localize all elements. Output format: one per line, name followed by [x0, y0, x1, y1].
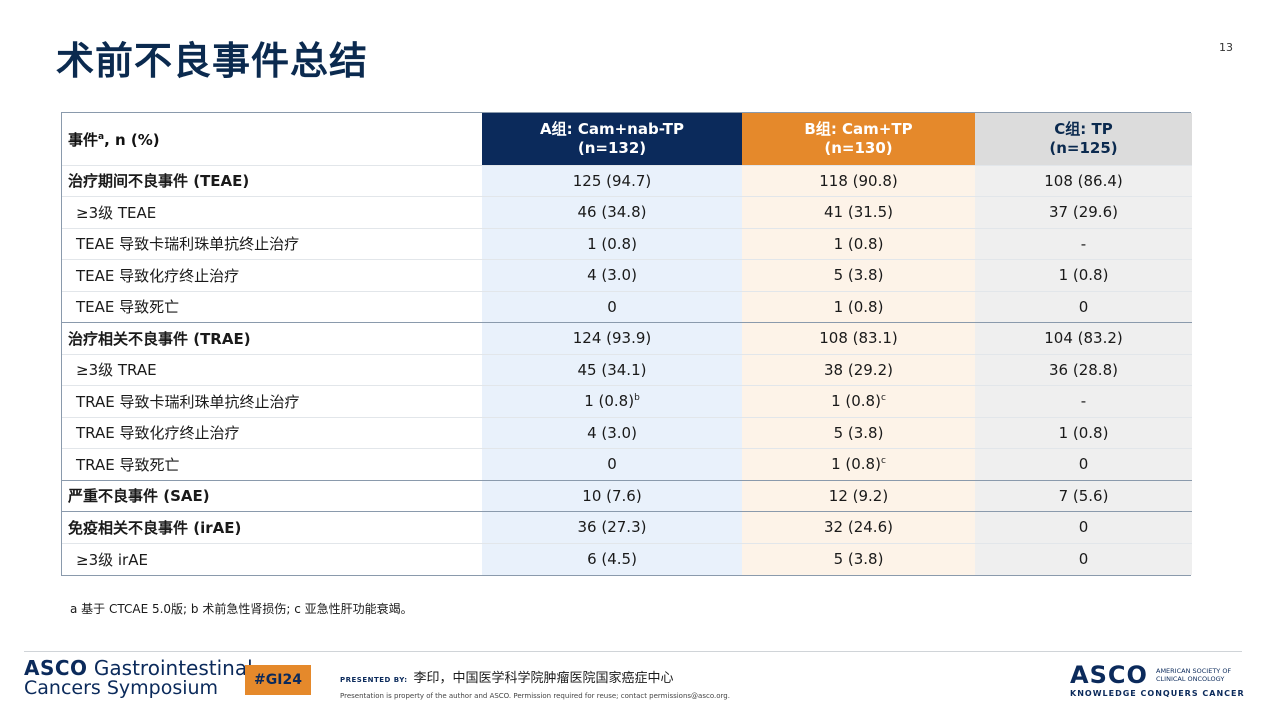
cell-arm-b: 1 (0.8)c — [742, 448, 975, 480]
cell-arm-c: - — [975, 385, 1192, 417]
footnote: a 基于 CTCAE 5.0版; b 术前急性肾损伤; c 亚急性肝功能衰竭。 — [70, 602, 413, 616]
page-number: 13 — [1219, 41, 1233, 54]
cell-arm-b: 32 (24.6) — [742, 511, 975, 543]
cell-arm-a: 10 (7.6) — [482, 479, 742, 512]
table-row: TRAE 导致化疗终止治疗 4 (3.0) 5 (3.8) 1 (0.8) — [62, 416, 1192, 449]
table-row: ≥3级 TEAE 46 (34.8) 41 (31.5) 37 (29.6) — [62, 196, 1192, 228]
table-row: TEAE 导致死亡 0 1 (0.8) 0 — [62, 290, 1192, 323]
cell-arm-b: 1 (0.8) — [742, 290, 975, 323]
table-row: 严重不良事件 (SAE) 10 (7.6) 12 (9.2) 7 (5.6) — [62, 479, 1192, 512]
presenter-name: 李印，中国医学科学院肿瘤医院国家癌症中心 — [413, 671, 674, 686]
header-arm-c: C组: TP (n=125) — [975, 113, 1192, 165]
cell-arm-a: 4 (3.0) — [482, 416, 742, 449]
cell-arm-c: - — [975, 227, 1192, 260]
row-label: TEAE 导致化疗终止治疗 — [62, 259, 482, 291]
cell-arm-c: 1 (0.8) — [975, 259, 1192, 291]
table-row: TRAE 导致死亡 0 1 (0.8)c 0 — [62, 448, 1192, 480]
table-row: TEAE 导致化疗终止治疗 4 (3.0) 5 (3.8) 1 (0.8) — [62, 259, 1192, 291]
row-label: 治疗期间不良事件 (TEAE) — [62, 164, 482, 197]
cell-arm-a: 125 (94.7) — [482, 164, 742, 197]
header-arm-b: B组: Cam+TP (n=130) — [742, 113, 975, 165]
cell-arm-c: 108 (86.4) — [975, 164, 1192, 197]
cell-arm-b: 108 (83.1) — [742, 322, 975, 354]
cell-arm-b: 12 (9.2) — [742, 479, 975, 512]
presented-by-label: PRESENTED BY: — [340, 676, 408, 684]
cell-arm-a: 45 (34.1) — [482, 353, 742, 386]
cell-arm-c: 0 — [975, 511, 1192, 543]
table-header-row: 事件a, n (%) A组: Cam+nab-TP (n=132) B组: Cam… — [62, 113, 1192, 165]
cell-arm-c: 36 (28.8) — [975, 353, 1192, 386]
asco-logo: ASCO AMERICAN SOCIETY OF CLINICAL ONCOLOG… — [1070, 661, 1245, 698]
row-label: TRAE 导致死亡 — [62, 448, 482, 480]
cell-arm-c: 1 (0.8) — [975, 416, 1192, 449]
cell-arm-c: 7 (5.6) — [975, 479, 1192, 512]
cell-arm-b: 41 (31.5) — [742, 196, 975, 228]
row-label: TEAE 导致死亡 — [62, 290, 482, 323]
cell-arm-b: 38 (29.2) — [742, 353, 975, 386]
table-row: ≥3级 irAE 6 (4.5) 5 (3.8) 0 — [62, 542, 1192, 575]
cell-arm-a: 124 (93.9) — [482, 322, 742, 354]
row-label: 免疫相关不良事件 (irAE) — [62, 511, 482, 543]
cell-arm-a: 4 (3.0) — [482, 259, 742, 291]
cell-arm-a: 46 (34.8) — [482, 196, 742, 228]
cell-arm-b: 5 (3.8) — [742, 259, 975, 291]
adverse-events-table: 事件a, n (%) A组: Cam+nab-TP (n=132) B组: Cam… — [61, 112, 1192, 576]
footer-divider — [24, 651, 1242, 652]
row-label: ≥3级 irAE — [62, 542, 482, 575]
cell-arm-c: 104 (83.2) — [975, 322, 1192, 354]
presenter-info: PRESENTED BY: 李印，中国医学科学院肿瘤医院国家癌症中心 Presen… — [340, 667, 730, 700]
row-label: TRAE 导致卡瑞利珠单抗终止治疗 — [62, 385, 482, 417]
table-row: 免疫相关不良事件 (irAE) 36 (27.3) 32 (24.6) 0 — [62, 511, 1192, 543]
cell-arm-a: 0 — [482, 448, 742, 480]
permission-note: Presentation is property of the author a… — [340, 692, 730, 700]
cell-arm-b: 5 (3.8) — [742, 416, 975, 449]
row-label: 严重不良事件 (SAE) — [62, 479, 482, 512]
cell-arm-c: 0 — [975, 448, 1192, 480]
cell-arm-a: 0 — [482, 290, 742, 323]
cell-arm-c: 37 (29.6) — [975, 196, 1192, 228]
row-label: ≥3级 TRAE — [62, 353, 482, 386]
cell-arm-b: 118 (90.8) — [742, 164, 975, 197]
table-row: ≥3级 TRAE 45 (34.1) 38 (29.2) 36 (28.8) — [62, 353, 1192, 386]
cell-arm-a: 6 (4.5) — [482, 542, 742, 575]
row-label: ≥3级 TEAE — [62, 196, 482, 228]
cell-arm-a: 1 (0.8)b — [482, 385, 742, 417]
cell-arm-b: 5 (3.8) — [742, 542, 975, 575]
cell-arm-b: 1 (0.8)c — [742, 385, 975, 417]
cell-arm-b: 1 (0.8) — [742, 227, 975, 260]
hashtag-badge: #GI24 — [245, 665, 311, 695]
row-label: TRAE 导致化疗终止治疗 — [62, 416, 482, 449]
cell-arm-a: 1 (0.8) — [482, 227, 742, 260]
header-event-label: 事件a, n (%) — [62, 113, 482, 165]
row-label: TEAE 导致卡瑞利珠单抗终止治疗 — [62, 227, 482, 260]
row-label: 治疗相关不良事件 (TRAE) — [62, 322, 482, 354]
slide-title: 术前不良事件总结 — [56, 39, 369, 83]
cell-arm-c: 0 — [975, 290, 1192, 323]
gi-symposium-logo: ASCO Gastrointestinal Cancers Symposium — [24, 656, 253, 699]
table-body: 治疗期间不良事件 (TEAE) 125 (94.7) 118 (90.8) 108 (… — [62, 164, 1192, 575]
table-row: TEAE 导致卡瑞利珠单抗终止治疗 1 (0.8) 1 (0.8) - — [62, 227, 1192, 260]
cell-arm-a: 36 (27.3) — [482, 511, 742, 543]
cell-arm-c: 0 — [975, 542, 1192, 575]
header-arm-a: A组: Cam+nab-TP (n=132) — [482, 113, 742, 165]
table-row: 治疗期间不良事件 (TEAE) 125 (94.7) 118 (90.8) 108 (… — [62, 164, 1192, 197]
table-row: 治疗相关不良事件 (TRAE) 124 (93.9) 108 (83.1) 104 (… — [62, 322, 1192, 354]
table-row: TRAE 导致卡瑞利珠单抗终止治疗 1 (0.8)b 1 (0.8)c - — [62, 385, 1192, 417]
